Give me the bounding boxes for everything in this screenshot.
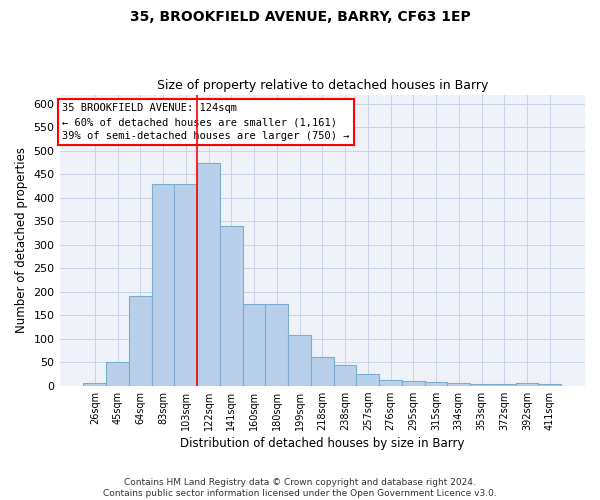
Bar <box>379 380 402 386</box>
Text: Contains HM Land Registry data © Crown copyright and database right 2024.
Contai: Contains HM Land Registry data © Crown c… <box>103 478 497 498</box>
Bar <box>493 384 515 386</box>
Bar <box>402 381 425 386</box>
Bar <box>265 304 288 386</box>
Bar <box>106 362 129 386</box>
Bar <box>288 336 311 386</box>
Bar <box>448 383 470 386</box>
Bar <box>311 356 334 386</box>
Title: Size of property relative to detached houses in Barry: Size of property relative to detached ho… <box>157 79 488 92</box>
Bar <box>425 382 448 386</box>
Bar <box>220 226 242 386</box>
X-axis label: Distribution of detached houses by size in Barry: Distribution of detached houses by size … <box>180 437 464 450</box>
Text: 35 BROOKFIELD AVENUE: 124sqm
← 60% of detached houses are smaller (1,161)
39% of: 35 BROOKFIELD AVENUE: 124sqm ← 60% of de… <box>62 104 350 142</box>
Text: 35, BROOKFIELD AVENUE, BARRY, CF63 1EP: 35, BROOKFIELD AVENUE, BARRY, CF63 1EP <box>130 10 470 24</box>
Bar <box>538 384 561 386</box>
Bar <box>515 383 538 386</box>
Bar <box>470 384 493 386</box>
Bar <box>175 184 197 386</box>
Bar <box>83 384 106 386</box>
Y-axis label: Number of detached properties: Number of detached properties <box>15 147 28 333</box>
Bar <box>197 162 220 386</box>
Bar <box>334 364 356 386</box>
Bar <box>152 184 175 386</box>
Bar <box>242 304 265 386</box>
Bar <box>356 374 379 386</box>
Bar <box>129 296 152 386</box>
